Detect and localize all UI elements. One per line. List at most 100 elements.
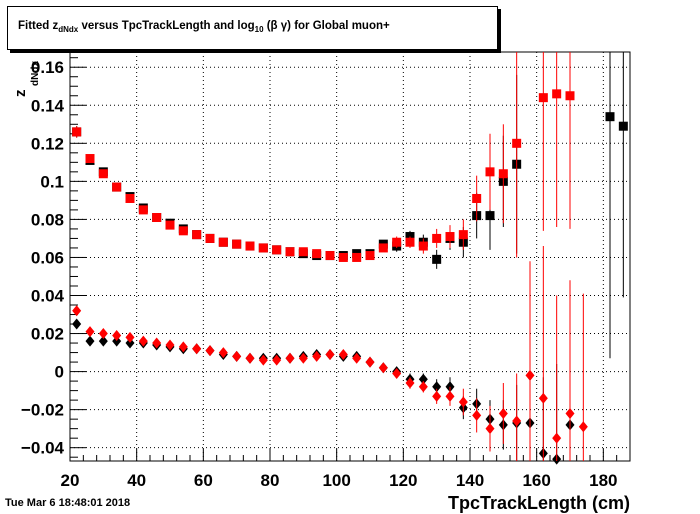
y-tick-label: 0.16 — [31, 58, 64, 77]
y-tick-label: −0.04 — [21, 439, 65, 458]
data-point-square — [618, 121, 628, 131]
data-point-diamond — [85, 335, 95, 347]
y-tick-label: 0.02 — [31, 325, 64, 344]
data-point-diamond — [365, 356, 375, 368]
y-tick-label: 0.1 — [40, 172, 64, 191]
data-point-square — [312, 249, 322, 259]
data-point-square — [152, 213, 162, 223]
data-point-diamond — [125, 331, 135, 343]
x-tick-label: 120 — [389, 471, 417, 490]
x-tick-label: 80 — [261, 471, 280, 490]
data-point-diamond — [112, 329, 122, 341]
data-point-square — [552, 89, 562, 99]
title-prefix: Fitted z — [18, 20, 59, 32]
data-point-square — [538, 93, 548, 103]
data-point-diamond — [538, 392, 548, 404]
data-point-diamond — [485, 423, 495, 435]
data-point-diamond — [72, 305, 82, 317]
data-point-square — [245, 241, 255, 251]
y-axis-label-subscript: dNdx — [30, 61, 41, 86]
timestamp: Tue Mar 6 18:48:01 2018 — [5, 497, 131, 509]
data-point-diamond — [98, 335, 108, 347]
data-point-diamond — [338, 348, 348, 360]
data-point-diamond — [85, 326, 95, 338]
data-point-diamond — [378, 362, 388, 374]
data-point-diamond — [192, 343, 202, 355]
data-point-square — [405, 237, 415, 247]
data-point-square — [485, 167, 495, 177]
data-point-square — [418, 241, 428, 251]
series-layer — [72, 52, 628, 465]
data-point-square — [298, 247, 308, 257]
y-axis-label-main: z — [12, 90, 29, 98]
data-point-square — [392, 237, 402, 247]
data-point-square — [378, 243, 388, 253]
data-point-diamond — [178, 341, 188, 353]
title-subscript-dndx: dNdx — [58, 25, 79, 34]
data-point-square — [485, 211, 495, 221]
data-point-square — [605, 112, 615, 122]
data-point-square — [432, 233, 442, 243]
x-tick-label: 140 — [456, 471, 484, 490]
x-tick-label: 180 — [589, 471, 617, 490]
data-point-diamond — [298, 352, 308, 364]
y-tick-label: 0.08 — [31, 210, 64, 229]
data-point-diamond — [432, 381, 442, 393]
data-point-square — [205, 233, 215, 243]
data-point-square — [138, 205, 148, 215]
data-point-square — [192, 230, 202, 240]
data-point-square — [565, 91, 575, 101]
data-point-square — [232, 239, 242, 249]
data-point-square — [445, 232, 455, 242]
data-point-diamond — [125, 337, 135, 349]
data-point-diamond — [432, 390, 442, 402]
series-1 — [72, 52, 575, 262]
chart-title-box: Fitted zdNdx versus TpcTrackLength and l… — [7, 6, 498, 50]
data-point-diamond — [472, 409, 482, 421]
x-tick-label: 60 — [194, 471, 213, 490]
data-point-square — [432, 254, 442, 264]
title-middle: versus TpcTrackLength and log — [78, 20, 255, 32]
data-point-diamond — [312, 350, 322, 362]
series-2 — [72, 310, 575, 465]
y-tick-label: 0.12 — [31, 134, 64, 153]
data-point-diamond — [458, 396, 468, 408]
data-point-square — [165, 220, 175, 230]
title-suffix: (β γ) for Global muon+ — [263, 20, 390, 32]
y-tick-label: 0.06 — [31, 248, 64, 267]
data-point-diamond — [218, 347, 228, 359]
x-tick-label: 20 — [61, 471, 80, 490]
x-tick-label: 160 — [522, 471, 550, 490]
y-axis: −0.04 −0.02 0 0.02 0.04 0.06 0.08 0.1 0.12 0.14 0.… — [21, 57, 86, 458]
y-tick-label: 0.14 — [31, 96, 65, 115]
data-point-square — [338, 252, 348, 262]
y-axis-label: z dNdx — [12, 61, 41, 97]
data-point-square — [458, 230, 468, 240]
data-point-diamond — [232, 350, 242, 362]
data-point-square — [285, 247, 295, 257]
data-point-square — [352, 252, 362, 262]
data-point-diamond — [98, 328, 108, 340]
x-axis-label: TpcTrackLength (cm) — [448, 493, 630, 513]
data-point-square — [258, 243, 268, 253]
data-point-diamond — [405, 377, 415, 389]
data-point-diamond — [552, 432, 562, 444]
data-point-square — [512, 138, 522, 148]
data-point-diamond — [258, 354, 268, 366]
data-point-diamond — [525, 369, 535, 381]
data-point-square — [472, 193, 482, 203]
data-point-diamond — [578, 421, 588, 433]
y-tick-label: −0.02 — [21, 401, 64, 420]
data-point-square — [72, 127, 82, 137]
x-axis: 20 40 60 80 100 120 140 160 180 — [61, 449, 631, 490]
data-point-diamond — [498, 407, 508, 419]
x-tick-label: 40 — [127, 471, 146, 490]
y-tick-label: 0.04 — [31, 286, 65, 305]
data-point-diamond — [138, 335, 148, 347]
series-3 — [72, 246, 588, 461]
data-point-diamond — [72, 318, 82, 330]
data-point-diamond — [325, 348, 335, 360]
data-point-diamond — [352, 352, 362, 364]
data-point-square — [98, 169, 108, 179]
